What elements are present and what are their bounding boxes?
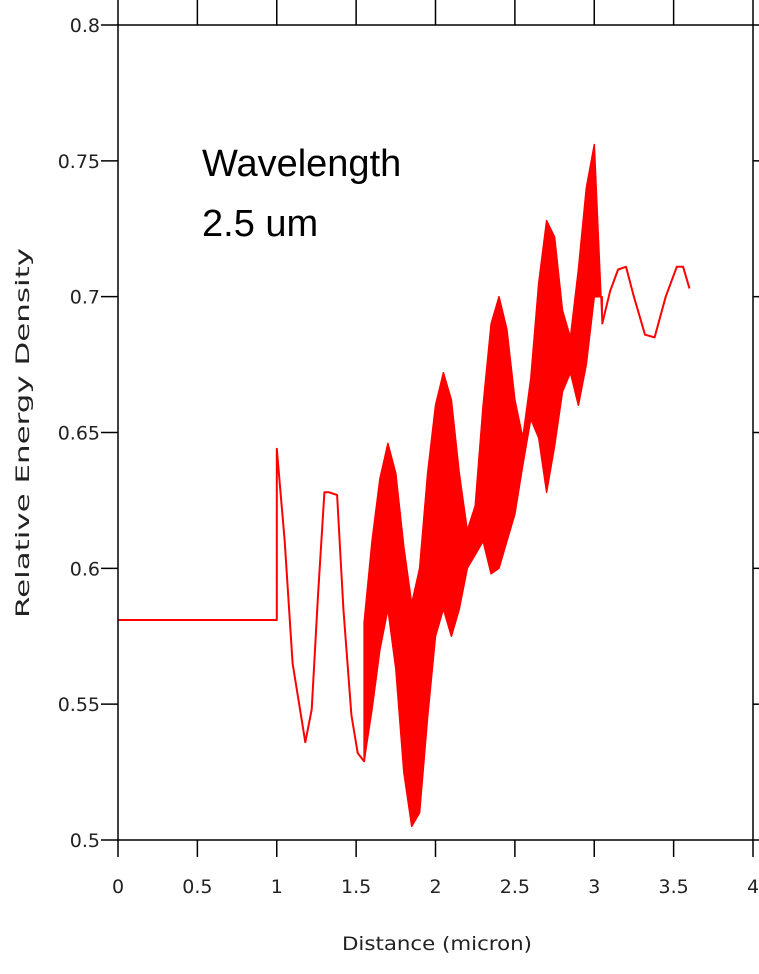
series-line-after-band [601, 265, 691, 339]
annotation-line-2: 2.5 um [202, 203, 318, 245]
y-tick-label: 0.75 [58, 151, 100, 173]
x-tick-label: 0.5 [182, 876, 212, 898]
y-tick-label: 0.5 [70, 830, 100, 852]
x-tick-label: 2.5 [500, 876, 530, 898]
x-tick-label: 1 [271, 876, 283, 898]
x-axis-title: Distance (micron) [342, 933, 532, 955]
x-tick-label: 2 [429, 876, 441, 898]
series-line-before-band [118, 447, 370, 763]
plot-area [118, 143, 691, 828]
x-tick-label: 3.5 [659, 876, 689, 898]
y-tick-label: 0.8 [70, 15, 100, 37]
x-tick-label: 0 [112, 876, 124, 898]
x-axis: 0 0.5 1 1.5 2 2.5 3 3.5 4 [112, 0, 759, 898]
x-tick-label: 4 [747, 876, 759, 898]
y-tick-label: 0.55 [58, 694, 100, 716]
y-tick-label: 0.7 [70, 287, 100, 309]
oscillation-band [363, 143, 603, 828]
y-axis-title: Relative Energy Density [12, 248, 34, 618]
annotation-line-1: Wavelength [202, 143, 401, 185]
x-tick-label: 1.5 [341, 876, 371, 898]
y-tick-label: 0.65 [58, 423, 100, 445]
x-tick-label: 3 [588, 876, 600, 898]
y-axis: 0.5 0.55 0.6 0.65 0.7 0.75 0.8 [58, 15, 759, 852]
y-tick-label: 0.6 [70, 558, 100, 580]
